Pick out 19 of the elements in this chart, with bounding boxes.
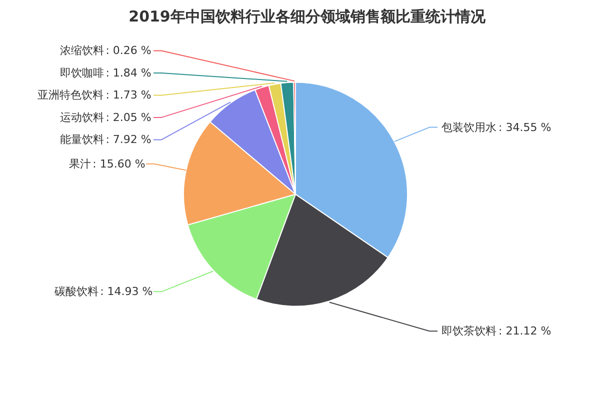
slice-label: 亚洲特色饮料: [38, 88, 104, 102]
data-label: : 2.05 %: [106, 110, 152, 124]
slice-label: 果汁: [69, 157, 92, 170]
data-label: : 34.55 %: [498, 120, 552, 134]
data-label: : 1.84 %: [106, 66, 152, 80]
slice-label: 即饮咖啡: [60, 66, 104, 80]
data-label: : 21.12 %: [498, 324, 552, 338]
data-label: : 7.92 %: [106, 133, 152, 146]
slice-label: 运动饮料: [60, 110, 104, 124]
slice-label: 浓缩饮料: [60, 44, 104, 58]
slice-label: 能量饮料: [60, 133, 104, 146]
data-label: : 15.60 %: [92, 157, 146, 170]
data-label: : 14.93 %: [100, 285, 153, 298]
slice-label: 碳酸饮料: [53, 285, 98, 298]
slice-label: 即饮茶饮料: [442, 324, 496, 338]
slice-label: 包装饮用水: [442, 120, 496, 134]
data-label: : 1.73 %: [106, 88, 152, 102]
chart-title: 2019年中国饮料行业各细分领域销售额比重统计情况: [128, 8, 486, 26]
data-label: : 0.26 %: [106, 44, 152, 58]
